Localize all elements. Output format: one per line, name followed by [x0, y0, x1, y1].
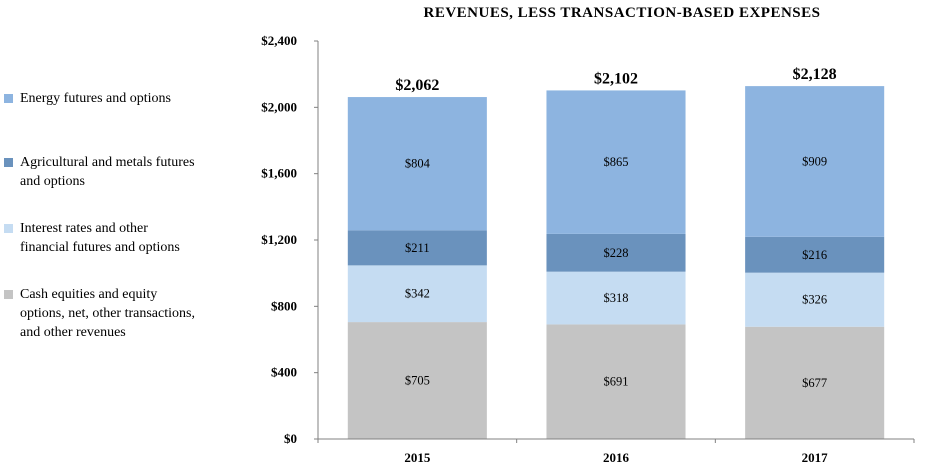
legend-swatch [4, 158, 13, 167]
x-tick-label: 2016 [603, 450, 630, 465]
segment-value-label: $909 [802, 154, 827, 168]
segment-value-label: $318 [604, 291, 629, 305]
y-tick-label: $800 [271, 298, 297, 313]
bar-segment [745, 326, 885, 439]
legend-swatch [4, 290, 13, 299]
segment-value-label: $691 [604, 375, 629, 389]
bar-segment [347, 322, 487, 439]
bar-segment [745, 236, 885, 273]
segment-value-label: $216 [802, 248, 827, 262]
segment-value-label: $228 [604, 246, 629, 260]
legend-swatch [4, 224, 13, 233]
y-tick-label: $1,200 [261, 232, 297, 247]
legend: Energy futures and options Agricultural … [0, 0, 240, 471]
legend-label: Energy futures and options [20, 91, 171, 106]
bar-segment [745, 86, 885, 237]
y-tick-label: $400 [271, 365, 297, 380]
segment-value-label: $326 [802, 293, 827, 307]
y-tick-label: $1,600 [261, 166, 297, 181]
segment-value-label: $211 [405, 241, 430, 255]
total-value-label: $2,062 [395, 77, 439, 94]
legend-label: Cash equities and equity options, net, o… [20, 287, 195, 340]
legend-label: Interest rates and other financial futur… [20, 221, 180, 255]
segment-value-label: $804 [405, 157, 431, 171]
bar-segment [745, 272, 885, 327]
bar-segment [347, 265, 487, 323]
segment-value-label: $677 [802, 376, 827, 390]
y-tick-label: $2,400 [261, 33, 297, 48]
y-tick-label: $0 [284, 431, 297, 446]
bar-segment [347, 97, 487, 231]
bar-segment [347, 230, 487, 266]
segment-value-label: $865 [604, 155, 629, 169]
legend-label: Agricultural and metals futures and opti… [20, 155, 195, 189]
x-tick-label: 2015 [404, 450, 431, 465]
segment-value-label: $705 [405, 374, 430, 388]
y-tick-label: $2,000 [261, 99, 297, 114]
total-value-label: $2,102 [594, 70, 638, 87]
total-value-label: $2,128 [793, 66, 837, 83]
bar-segment [546, 271, 686, 325]
x-tick-label: 2017 [802, 450, 829, 465]
bar-segment [546, 90, 686, 234]
chart-title: REVENUES, LESS TRANSACTION-BASED EXPENSE… [423, 5, 821, 21]
legend-swatch [4, 94, 13, 103]
bar-segment [546, 324, 686, 439]
bar-segment [546, 233, 686, 272]
segment-value-label: $342 [405, 287, 430, 301]
